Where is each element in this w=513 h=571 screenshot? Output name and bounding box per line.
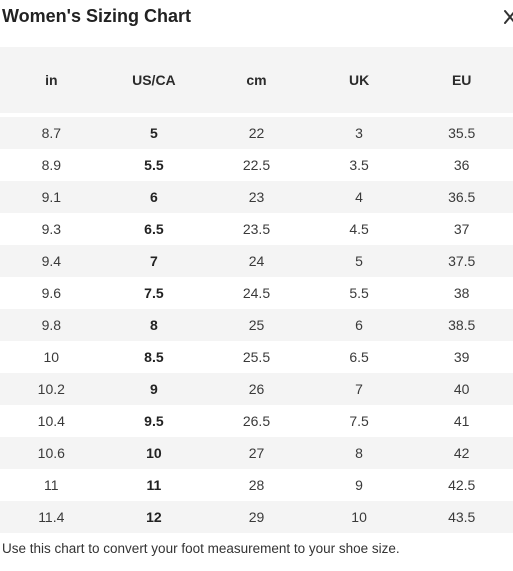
us-ca-cell: 5 — [102, 117, 206, 149]
uk-cell: 3 — [307, 117, 411, 149]
table-row: 11 11 28 9 42.5 — [0, 469, 513, 501]
eu-cell: 38.5 — [410, 309, 513, 341]
eu-cell: 38 — [453, 285, 470, 301]
eu-cell: 42.5 — [448, 477, 476, 493]
uk-cell: 4 — [307, 181, 411, 213]
us-ca-cell: 10 — [102, 437, 206, 469]
uk-cell: 6 — [307, 309, 411, 341]
modal-header: Women's Sizing Chart — [0, 0, 513, 40]
uk-cell: 7.5 — [349, 413, 369, 429]
header-cm: cm — [205, 47, 308, 113]
us-ca-cell: 7.5 — [144, 285, 164, 301]
cm-cell: 26.5 — [242, 413, 271, 429]
header-spacer — [0, 113, 513, 117]
eu-cell: 37.5 — [410, 245, 513, 277]
header-us-ca: US/CA — [102, 47, 206, 113]
header-uk: UK — [307, 47, 411, 113]
eu-cell: 39 — [453, 349, 470, 365]
cm-cell: 25.5 — [242, 349, 271, 365]
uk-cell: 4.5 — [349, 221, 369, 237]
in-cell: 9.6 — [41, 285, 62, 301]
in-cell: 10.2 — [0, 373, 103, 405]
us-ca-cell: 7 — [102, 245, 206, 277]
eu-cell: 41 — [453, 413, 470, 429]
us-ca-cell: 5.5 — [144, 157, 164, 173]
header-eu: EU — [410, 47, 513, 113]
cm-cell: 24.5 — [242, 285, 271, 301]
table-row: 9.8 8 25 6 38.5 — [0, 309, 513, 341]
table-row: 9.4 7 24 5 37.5 — [0, 245, 513, 277]
uk-cell: 5 — [307, 245, 411, 277]
uk-cell: 8 — [307, 437, 411, 469]
table-row: 10.4 9.5 26.5 7.5 41 — [0, 405, 513, 437]
table-row: 11.4 12 29 10 43.5 — [0, 501, 513, 533]
table-row: 8.9 5.5 22.5 3.5 36 — [0, 149, 513, 181]
header-in: in — [0, 47, 103, 113]
cm-cell: 23.5 — [242, 221, 271, 237]
eu-cell: 40 — [410, 373, 513, 405]
table-header-row: in US/CA cm UK EU — [0, 47, 513, 113]
us-ca-cell: 8.5 — [144, 349, 164, 365]
us-ca-cell: 6.5 — [144, 221, 164, 237]
cm-cell: 26 — [205, 373, 308, 405]
us-ca-cell: 8 — [102, 309, 206, 341]
eu-cell: 35.5 — [410, 117, 513, 149]
footnote: Use this chart to convert your foot meas… — [2, 541, 400, 556]
table-row: 9.6 7.5 24.5 5.5 38 — [0, 277, 513, 309]
in-cell: 9.4 — [0, 245, 103, 277]
close-icon[interactable] — [503, 7, 513, 27]
us-ca-cell: 9 — [102, 373, 206, 405]
cm-cell: 22.5 — [242, 157, 271, 173]
uk-cell: 6.5 — [349, 349, 369, 365]
table-row: 10.6 10 27 8 42 — [0, 437, 513, 469]
in-cell: 9.8 — [0, 309, 103, 341]
us-ca-cell: 11 — [146, 477, 162, 493]
table-row: 10.2 9 26 7 40 — [0, 373, 513, 405]
cm-cell: 25 — [205, 309, 308, 341]
header-spacer-cell — [0, 113, 513, 117]
cm-cell: 23 — [205, 181, 308, 213]
us-ca-cell: 9.5 — [144, 413, 164, 429]
uk-cell: 5.5 — [349, 285, 369, 301]
eu-cell: 36.5 — [410, 181, 513, 213]
in-cell: 10.6 — [0, 437, 103, 469]
cm-cell: 28 — [248, 477, 265, 493]
table-row: 9.1 6 23 4 36.5 — [0, 181, 513, 213]
in-cell: 11.4 — [0, 501, 103, 533]
uk-cell: 7 — [307, 373, 411, 405]
cm-cell: 24 — [205, 245, 308, 277]
us-ca-cell: 12 — [102, 501, 206, 533]
uk-cell: 9 — [355, 477, 363, 493]
in-cell: 8.7 — [0, 117, 103, 149]
in-cell: 8.9 — [41, 157, 62, 173]
cm-cell: 29 — [205, 501, 308, 533]
table-row: 9.3 6.5 23.5 4.5 37 — [0, 213, 513, 245]
in-cell: 9.3 — [41, 221, 62, 237]
in-cell: 10.4 — [37, 413, 65, 429]
cm-cell: 22 — [205, 117, 308, 149]
eu-cell: 42 — [410, 437, 513, 469]
in-cell: 9.1 — [0, 181, 103, 213]
table-row: 10 8.5 25.5 6.5 39 — [0, 341, 513, 373]
us-ca-cell: 6 — [102, 181, 206, 213]
cm-cell: 27 — [205, 437, 308, 469]
eu-cell: 43.5 — [410, 501, 513, 533]
uk-cell: 3.5 — [349, 157, 369, 173]
table-row: 8.7 5 22 3 35.5 — [0, 117, 513, 149]
in-cell: 10 — [43, 349, 60, 365]
sizing-table: in US/CA cm UK EU 8.7 5 22 3 35.5 8.9 5.5 22.5 3… — [0, 47, 513, 533]
in-cell: 11 — [44, 477, 59, 493]
modal-title: Women's Sizing Chart — [2, 6, 191, 26]
eu-cell: 36 — [453, 157, 470, 173]
table-body: 8.7 5 22 3 35.5 8.9 5.5 22.5 3.5 36 9.1 6 23 4 36.5 9.3… — [0, 113, 513, 533]
uk-cell: 10 — [307, 501, 411, 533]
eu-cell: 37 — [453, 221, 470, 237]
